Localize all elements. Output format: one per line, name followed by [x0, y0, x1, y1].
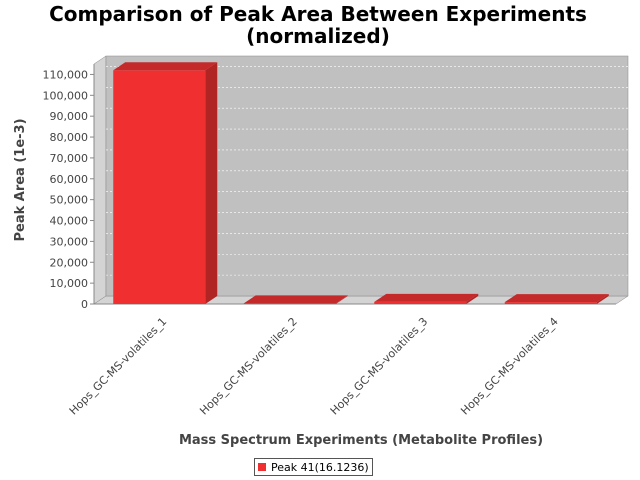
legend-swatch [258, 463, 266, 471]
bar-front [113, 70, 206, 305]
bar-side [205, 62, 218, 305]
y-tick-label: 50,000 [50, 194, 89, 207]
bar [243, 295, 348, 304]
bar [374, 293, 479, 304]
x-tick-label: Hops_GC-MS-volatiles_1 [67, 315, 170, 418]
y-axis-label: Peak Area (1e-3) [13, 118, 28, 241]
bar [504, 294, 609, 304]
bar-top [504, 294, 609, 303]
bar-side [596, 294, 609, 304]
y-tick-label: 60,000 [50, 173, 89, 186]
bar-front [374, 301, 467, 304]
x-tick-label: Hops_GC-MS-volatiles_3 [328, 315, 431, 418]
y-tick-label: 70,000 [50, 152, 89, 165]
x-tick-label: Hops_GC-MS-volatiles_2 [197, 315, 300, 418]
y-tick-label: 10,000 [50, 277, 89, 290]
y-tick-label: 90,000 [50, 110, 89, 123]
bar [113, 62, 218, 305]
plot-left-wall [93, 55, 107, 305]
chart-title-line2: (normalized) [246, 24, 390, 48]
y-ticks: 0 10,000 20,000 30,000 40,000 50,000 60,000 70,… [43, 68, 94, 311]
y-tick-label: 40,000 [50, 215, 89, 228]
bar-top [374, 293, 479, 302]
bar-top [113, 62, 218, 71]
chart-title-line1: Comparison of Peak Area Between Experime… [49, 2, 587, 26]
bars [113, 62, 609, 305]
legend-label: Peak 41(16.1236) [271, 460, 369, 474]
y-tick-label: 20,000 [50, 256, 89, 269]
y-tick-label: 110,000 [43, 68, 89, 81]
bar-front [504, 302, 597, 304]
x-ticks: Hops_GC-MS-volatiles_1 Hops_GC-MS-volatil… [67, 315, 561, 418]
gridlines [106, 66, 628, 276]
legend: Peak 41(16.1236) [254, 458, 373, 476]
y-tick-label: 80,000 [50, 131, 89, 144]
x-axis-label: Mass Spectrum Experiments (Metabolite Pr… [179, 433, 543, 448]
bar-top [243, 295, 348, 304]
y-tick-label: 100,000 [43, 89, 89, 102]
y-tick-label: 30,000 [50, 235, 89, 248]
y-tick-label: 0 [81, 298, 88, 311]
bar-side [335, 295, 348, 304]
x-tick-label: Hops_GC-MS-volatiles_4 [458, 315, 561, 418]
bar-side [466, 293, 479, 304]
bar-front [243, 303, 336, 304]
